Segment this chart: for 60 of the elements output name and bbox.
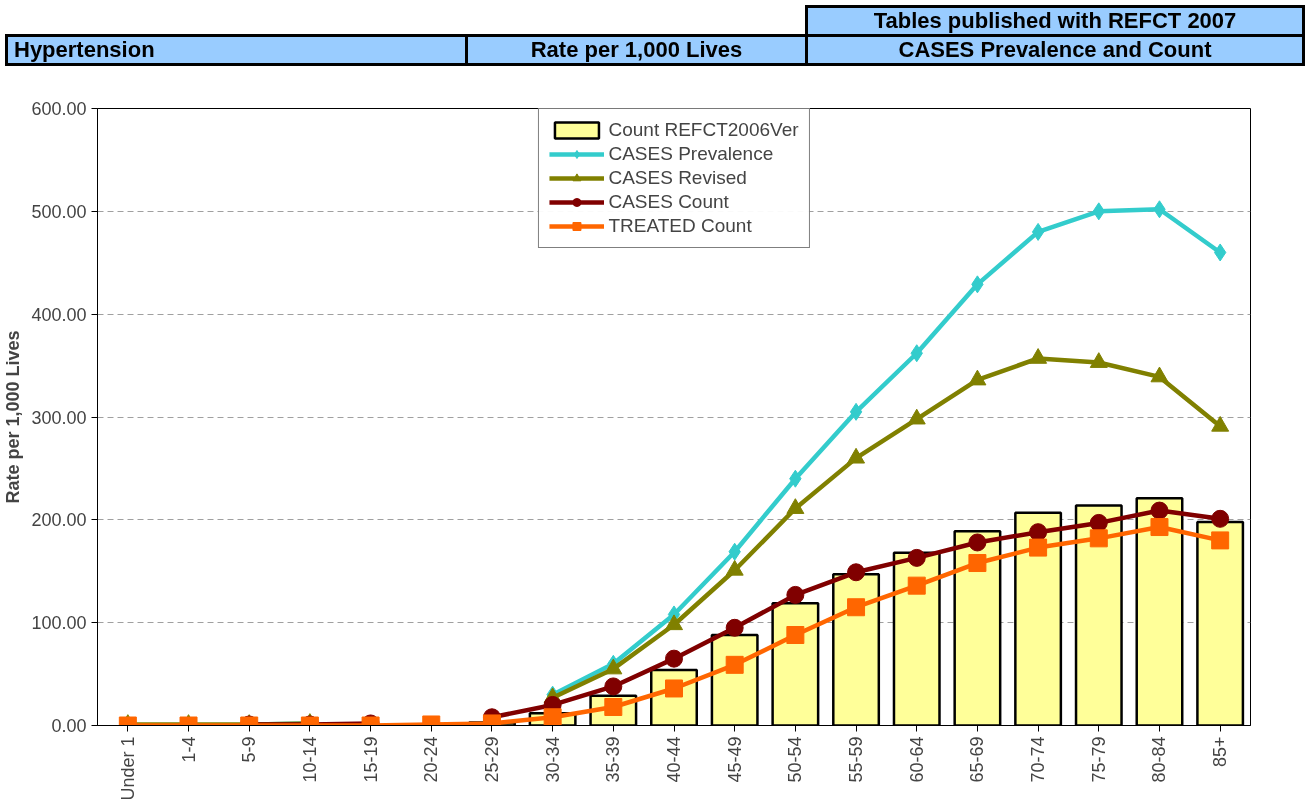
x-tick-label: 5-9 [239, 736, 260, 763]
point [543, 708, 562, 726]
point [604, 677, 623, 696]
chart-title: Hypertension [6, 35, 467, 65]
point [1089, 529, 1108, 548]
x-tick-label: 50-54 [785, 736, 806, 783]
point [1211, 509, 1230, 528]
point [1089, 513, 1108, 532]
x-tick-label: 30-34 [542, 736, 563, 783]
legend-label: Count REFCT2006Ver [608, 119, 799, 141]
point [665, 614, 683, 631]
point [1213, 243, 1227, 262]
x-tick-label: 15-19 [360, 736, 381, 783]
x-tick-label: 70-74 [1028, 736, 1049, 783]
x-tick-label: 1-4 [178, 736, 199, 763]
x-tick-label: 35-39 [603, 736, 624, 783]
y-tick-label: 600.00 [31, 99, 87, 119]
text: Rate per 1,000 Lives [466, 35, 807, 65]
y-tick-label: 400.00 [31, 304, 87, 325]
point [849, 402, 863, 421]
point [665, 649, 683, 668]
y-tick-label: 0.00 [51, 716, 87, 736]
x-tick-label: 20-24 [421, 736, 442, 783]
legend-label: TREATED Count [608, 215, 752, 237]
x-tick-label: 80-84 [1149, 736, 1170, 783]
point [1211, 531, 1230, 550]
point [786, 585, 805, 604]
y-tick-label: 100.00 [31, 613, 87, 634]
point [1150, 501, 1169, 520]
x-tick-label: 75-79 [1088, 736, 1109, 783]
x-tick-label: 60-64 [906, 736, 927, 783]
text: Tables published with REFCT 2007 [806, 6, 1304, 36]
point [786, 626, 805, 645]
x-tick-label: Under 1 [117, 736, 138, 801]
text: CASES Prevalence and Count [806, 35, 1304, 65]
point [847, 598, 866, 617]
point [1031, 222, 1045, 241]
y-axis-title: Rate per 1,000 Lives [3, 330, 24, 504]
x-tick-label: 55-59 [846, 736, 867, 783]
y-tick-label: 300.00 [31, 407, 87, 428]
x-tick-label: 40-44 [664, 736, 684, 783]
point [1029, 538, 1048, 557]
x-tick-label: 10-14 [299, 736, 320, 783]
point [847, 563, 866, 582]
point [725, 618, 744, 637]
x-tick-label: 45-49 [724, 736, 745, 783]
y-tick-label: 500.00 [31, 201, 87, 222]
point [907, 576, 926, 595]
legend-label: CASES Count [608, 191, 729, 213]
y-tick-label: 200.00 [31, 510, 87, 531]
x-tick-label: 85+ [1210, 736, 1231, 768]
x-tick-label: 65-69 [967, 736, 988, 783]
legend-label: CASES Prevalence [608, 143, 774, 165]
point [1150, 518, 1169, 537]
point [968, 533, 987, 552]
point [907, 548, 926, 567]
legend-label: CASES Revised [608, 167, 747, 189]
point [725, 655, 744, 674]
point [968, 554, 987, 573]
x-tick-label: 25-29 [481, 736, 502, 783]
